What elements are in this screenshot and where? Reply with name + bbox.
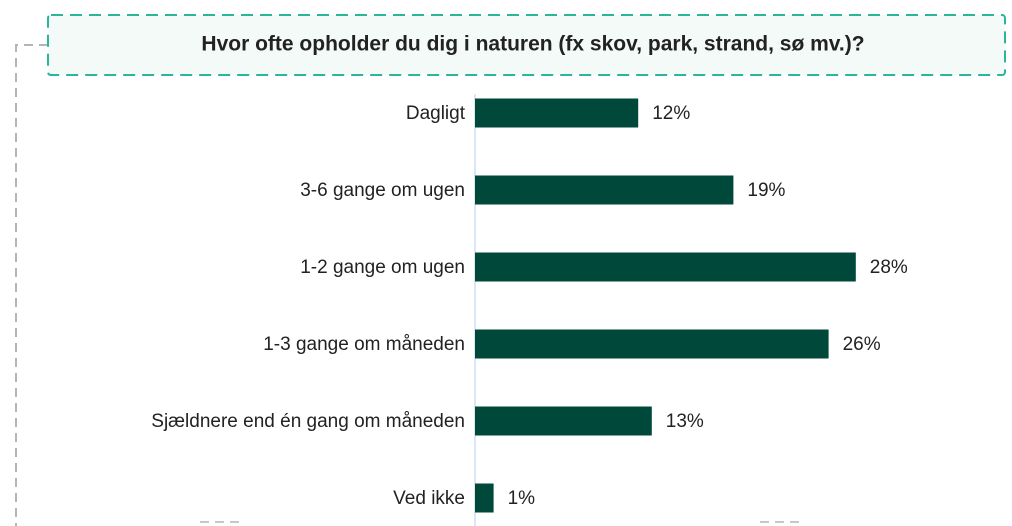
bar — [475, 329, 829, 359]
value-label: 19% — [747, 180, 785, 201]
chart-title: Hvor ofte opholder du dig i naturen (fx … — [201, 33, 864, 56]
value-label: 28% — [870, 257, 908, 278]
value-label: 26% — [843, 334, 881, 355]
category-label: Sjældnere end én gang om måneden — [151, 411, 465, 432]
bar — [475, 175, 734, 205]
category-label: 1-2 gange om ugen — [300, 257, 465, 278]
bar — [475, 406, 652, 436]
value-label: 1% — [508, 488, 536, 509]
category-label: 3-6 gange om ugen — [300, 180, 465, 201]
bar — [475, 483, 494, 513]
category-label: 1-3 gange om måneden — [263, 334, 465, 355]
bar — [475, 98, 639, 128]
frame-line — [15, 44, 48, 526]
bar — [475, 252, 856, 282]
value-label: 13% — [666, 411, 704, 432]
title-box — [47, 14, 1006, 76]
category-label: Ved ikke — [393, 488, 465, 509]
value-label: 12% — [652, 103, 690, 124]
category-label: Dagligt — [406, 103, 466, 124]
